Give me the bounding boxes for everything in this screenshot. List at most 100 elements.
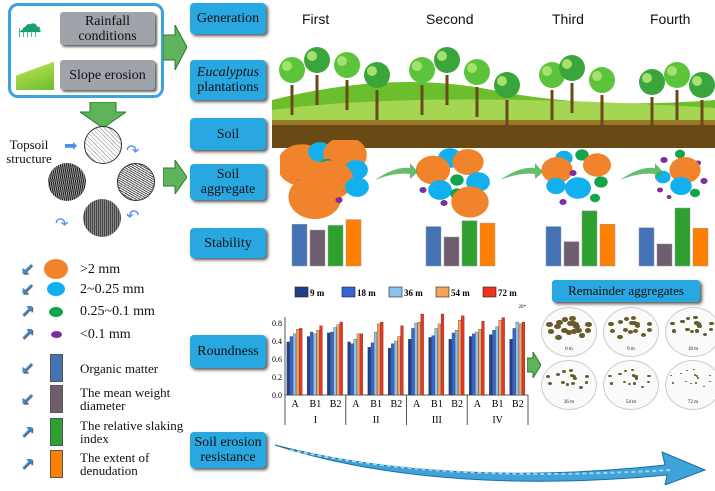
aggregate-particle	[559, 199, 567, 205]
generation-first: First	[302, 11, 330, 27]
generation-third: Third	[552, 11, 584, 27]
dish-label: 72 m	[687, 400, 699, 405]
roundness-bar	[468, 336, 473, 396]
stability-bar	[638, 227, 655, 267]
tree-trunk	[675, 90, 679, 120]
roundness-bar	[292, 333, 297, 396]
legend-item: ↗ 0.25~0.1 mm	[20, 303, 180, 320]
aggregate-particle	[428, 180, 452, 200]
legend-swatch	[42, 259, 70, 279]
trend-up-arrow-icon: ↗	[20, 453, 35, 474]
aggregate-particle	[660, 157, 668, 163]
arrow-right-icon: ➡	[64, 136, 78, 155]
roundness-bar	[353, 339, 357, 396]
tree-highlight	[437, 51, 447, 61]
legend-swatch	[42, 385, 70, 413]
roundness-bar	[448, 339, 452, 396]
roundness-label: Roundness	[190, 335, 266, 368]
stability-bar	[291, 223, 308, 267]
aggregate-dish: 0 m	[541, 307, 597, 357]
roundness-bar	[498, 320, 502, 396]
tree-crown	[334, 52, 360, 78]
tree-crown	[689, 72, 715, 98]
tree-trunk	[375, 90, 379, 120]
curved-arrow-icon: ↷	[55, 214, 69, 233]
roundness-bar	[495, 326, 499, 396]
tree-crown	[559, 55, 585, 81]
tree-crown	[639, 69, 665, 95]
dish-label: 9 m	[627, 347, 635, 352]
legend-swatch	[294, 286, 309, 298]
roundness-bar	[333, 327, 337, 396]
roundness-bar	[431, 335, 435, 396]
tree-crown	[464, 59, 490, 85]
trend-arrow-icon	[620, 163, 663, 180]
topsoil-structure-label: Topsoil structure	[6, 137, 52, 166]
trend-up-arrow-icon: ↗	[20, 324, 35, 344]
arrow-right-icon	[163, 160, 187, 194]
aggregate-particle	[674, 149, 686, 159]
tree-crown	[434, 47, 460, 73]
tree-highlight	[667, 66, 677, 76]
soil-label: Soil	[190, 118, 266, 150]
remainder-title: Remainder aggregates	[552, 280, 700, 302]
generation-label: Generation	[190, 3, 266, 34]
tree-trunk	[550, 90, 554, 120]
trend-arrow-icon	[375, 163, 418, 180]
category-label: B2	[512, 399, 524, 410]
tree-highlight	[412, 61, 422, 71]
chart-note: 20*	[519, 305, 527, 310]
eucalyptus-text: Eucalyptus	[196, 65, 260, 80]
dish-label: 18 m	[687, 347, 699, 352]
tree-highlight	[337, 56, 347, 66]
roundness-bar	[411, 328, 415, 396]
tree-crown	[279, 57, 305, 83]
aggregate-particle	[345, 177, 369, 197]
category-label: A	[352, 399, 360, 410]
stability-bar	[692, 228, 709, 267]
tree-crown	[364, 62, 390, 88]
group-label: I	[314, 415, 317, 426]
category-label: B1	[492, 399, 504, 410]
trend-down-arrow-icon: ↙	[20, 278, 35, 299]
aggregate-particle	[569, 170, 577, 176]
trend-down-arrow-icon: ↙	[20, 357, 35, 378]
roundness-bar	[319, 325, 323, 396]
roundness-bar	[428, 337, 432, 396]
aggregate-particle	[575, 149, 589, 161]
generation-fourth: Fourth	[650, 11, 691, 27]
erosion-resistance-arrow	[274, 444, 707, 485]
legend-swatch	[388, 286, 403, 298]
slope-erosion-box: Slope erosion	[60, 60, 155, 90]
category-label: B1	[431, 399, 443, 410]
aggregate-particle	[541, 157, 573, 183]
roundness-bar	[310, 331, 314, 396]
plantation-landscape	[272, 47, 715, 148]
legend-label: 54 m	[451, 288, 470, 298]
legend-swatch	[42, 306, 70, 317]
y-tick-label: 0.4	[272, 337, 282, 346]
roundness-bar	[327, 332, 331, 396]
aggregate-particle	[657, 187, 663, 193]
tree-highlight	[692, 76, 702, 86]
y-tick-label: 0.0	[272, 391, 282, 400]
roundness-bar	[313, 333, 317, 396]
aggregate-particle	[565, 177, 591, 199]
aggregate-particle	[589, 193, 601, 203]
aggregate-particle	[689, 188, 701, 198]
tree-crown	[304, 47, 330, 73]
y-tick-label: 0.8	[272, 319, 282, 328]
tree-highlight	[642, 73, 652, 83]
aggregate-particle	[335, 197, 343, 203]
legend-swatch	[435, 286, 450, 298]
roundness-bar	[356, 333, 360, 396]
roundness-bar	[475, 331, 479, 396]
legend-label: 36 m	[404, 288, 423, 298]
tree-highlight	[467, 63, 477, 73]
category-label: B2	[391, 399, 403, 410]
tree-crown	[409, 57, 435, 83]
legend-label: 0.25~0.1 mm	[80, 304, 155, 319]
aggregate-particle	[669, 157, 701, 183]
legend-item: ↗ The relative slaking index	[20, 418, 200, 446]
